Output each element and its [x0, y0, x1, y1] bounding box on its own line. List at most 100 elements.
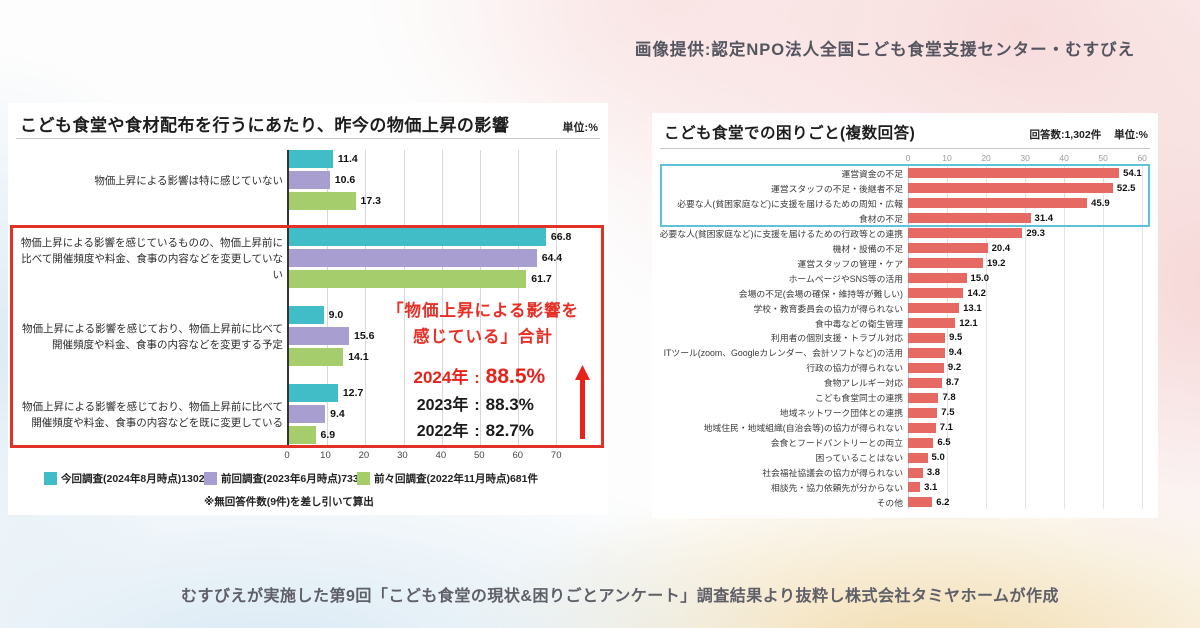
x-tick-label: 50: [1098, 153, 1108, 163]
bar-value: 20.4: [991, 242, 1011, 254]
bar: [908, 318, 956, 328]
right-chart-header: こども食堂での困りごと(複数回答) 回答数:1,302件 単位:%: [664, 121, 1148, 143]
category-label-text: こども食堂同士の連携: [815, 393, 903, 404]
bar-row: 利用者の個別支援・トラブル対応 9.5: [664, 330, 1150, 345]
bar-zone: 13.1: [908, 301, 1150, 316]
bar: [289, 327, 349, 345]
bar-zone: 9.4: [908, 345, 1150, 360]
bar-value: 3.8: [926, 467, 941, 479]
right-chart-rows: 運営資金の不足 54.1 運営スタッフの不足・後継者不足 52.5 必要な人(貧困家庭な…: [660, 166, 1150, 510]
x-tick-label: 0: [905, 153, 911, 163]
bar: [289, 249, 537, 267]
x-tick-label: 40: [1059, 153, 1069, 163]
legend-item-2022: 前々回調査(2022年11月時点)681件: [357, 471, 538, 486]
bar-value: 31.4: [1034, 212, 1054, 224]
category-label-text: ITツール(zoom、Googleカレンダー、会計ソフトなど)の活用: [663, 348, 903, 359]
category-label: その他: [664, 496, 908, 509]
bar: [289, 150, 333, 168]
bar-zone: 7.8: [908, 390, 1150, 405]
bar: [908, 392, 939, 403]
bar: [289, 426, 316, 444]
category-label: 食材の不足: [664, 212, 908, 225]
difficulties-chart-panel: こども食堂での困りごと(複数回答) 回答数:1,302件 単位:% 0 10 20 3…: [652, 113, 1158, 518]
bar-zone: 29.3: [908, 226, 1150, 241]
gridline: [1142, 166, 1144, 509]
category-label-text: 学校・教育委員会の協力が得られない: [753, 303, 903, 314]
bar: [908, 183, 1113, 194]
x-tick-label: 50: [474, 450, 485, 461]
bar: [908, 482, 921, 493]
category-label-text: 困っていることはない: [815, 453, 903, 464]
bar-row: 機材・設備の不足 20.4: [664, 241, 1150, 256]
category-label: 食物アレルギー対応: [664, 376, 908, 389]
category-label: 物価上昇による影響を感じており、物価上昇前に比べて開催頻度や料金、食事の内容など…: [21, 322, 283, 351]
x-tick-label: 30: [1020, 153, 1030, 163]
bar-row: 会食とフードパントリーとの両立 6.5: [664, 435, 1150, 450]
legend-label-2023: 前回調査(2023年6月時点)733件: [221, 473, 370, 485]
response-count: 回答数:1,302件: [1029, 129, 1102, 141]
gridline: [1064, 166, 1066, 509]
bar-row: 14.1: [289, 348, 657, 366]
bar-row: 食中毒などの衛生管理 12.1: [664, 316, 1150, 331]
bar: [908, 198, 1088, 209]
bar-zone: 12.1: [908, 316, 1150, 331]
total-2024: 2024年:88.5%: [406, 363, 546, 389]
bar-row: 相談先・協力依頼先が分からない 3.1: [664, 480, 1150, 495]
category-label-text: 食物アレルギー対応: [823, 378, 903, 389]
annotation-title-line2: 感じている」合計: [413, 327, 553, 346]
legend-label-2024: 今回調査(2024年8月時点)1302件: [61, 473, 216, 485]
category-label: 会場の不足(会場の確保・維持等が難しい): [664, 287, 908, 300]
title-divider: [660, 148, 1150, 149]
price-impact-chart-panel: こども食堂や食材配布を行うにあたり、昨今の物価上昇の影響 単位:% 物価上昇によ…: [8, 103, 608, 515]
bar-row: 行政の協力が得られない 9.2: [664, 360, 1150, 375]
bar-value: 7.1: [939, 422, 953, 434]
category-label: 物価上昇による影響は特に感じていない: [94, 174, 283, 187]
bar-zone: 19.2: [908, 256, 1150, 271]
bar-row: 地域ネットワーク団体との連携 7.5: [664, 405, 1150, 420]
bar: [289, 405, 326, 423]
bar-zone: 45.9: [908, 196, 1150, 211]
category-label-text: 会場の不足(会場の確保・維持等が難しい): [738, 288, 903, 299]
up-arrow-icon: [575, 365, 590, 440]
category-label-text: 必要な人(貧困家庭など)に支援を届けるための周知・広報: [677, 198, 903, 209]
bar-row: 必要な人(貧困家庭など)に支援を届けるための周知・広報 45.9: [664, 196, 1150, 211]
category-label: 地域ネットワーク団体との連携: [664, 406, 908, 419]
bar: [289, 228, 546, 246]
bar-value: 52.5: [1116, 182, 1136, 194]
bar: [908, 377, 942, 388]
gridline: [365, 150, 367, 445]
total-year: 2024年: [413, 368, 469, 388]
category-label-text: 運営スタッフの管理・ケア: [797, 258, 903, 269]
bar-value: 54.1: [1123, 167, 1142, 179]
colon: :: [474, 370, 480, 388]
category-label: 地域住民・地域組織(自治会等)の協力が得られない: [664, 421, 908, 434]
bar-value: 9.5: [949, 332, 963, 344]
bar-value: 6.2: [936, 496, 950, 508]
category-label-text: 地域ネットワーク団体との連携: [779, 408, 903, 419]
category-label-text: 運営資金の不足: [841, 168, 903, 179]
gridline: [1103, 166, 1105, 509]
bar-zone: 6.5: [908, 435, 1150, 450]
bar-row: 10.6: [289, 171, 657, 189]
bar-zone: 52.5: [908, 181, 1150, 196]
bar-row: 地域住民・地域組織(自治会等)の協力が得られない 7.1: [664, 420, 1150, 435]
bar: [908, 228, 1023, 239]
category-label: 必要な人(貧困家庭など)に支援を届けるための行政等との連携: [660, 227, 908, 240]
bar: [289, 348, 344, 366]
bar-value: 14.1: [348, 351, 369, 363]
gridline: [403, 150, 405, 445]
x-tick-label: 20: [358, 450, 370, 461]
bar-value: 12.1: [959, 317, 978, 329]
category-label: 利用者の個別支援・トラブル対応: [664, 331, 908, 344]
bar-value: 3.1: [924, 481, 938, 493]
source-attribution-text: むすびえが実施した第9回「こども食堂の現状&困りごとアンケート」調査結果より抜粋…: [180, 588, 1059, 605]
bar: [908, 303, 960, 314]
bar-row: 社会福祉協議会の協力が得られない 3.8: [664, 465, 1150, 480]
gridline: [518, 150, 520, 445]
category-label-text: 運営スタッフの不足・後継者不足: [771, 183, 903, 194]
bar-value: 64.4: [541, 252, 563, 264]
category-label: 物価上昇による影響を感じているものの、物価上昇前に比べて開催頻度や料金、食事の内…: [20, 236, 283, 282]
legend-swatch-2024: [44, 472, 57, 485]
gridline: [947, 166, 949, 509]
bar: [289, 192, 356, 210]
